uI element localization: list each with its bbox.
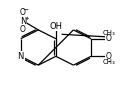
Text: CH₃: CH₃ [102, 59, 115, 65]
Text: −: − [23, 7, 28, 12]
Text: CH₃: CH₃ [102, 30, 115, 36]
Text: OH: OH [49, 22, 62, 31]
Text: +: + [24, 16, 29, 21]
Text: O: O [106, 34, 112, 43]
Text: N: N [18, 52, 24, 61]
Text: N: N [20, 17, 27, 26]
Text: O: O [20, 25, 26, 34]
Text: O: O [106, 52, 112, 61]
Text: O: O [20, 8, 26, 17]
